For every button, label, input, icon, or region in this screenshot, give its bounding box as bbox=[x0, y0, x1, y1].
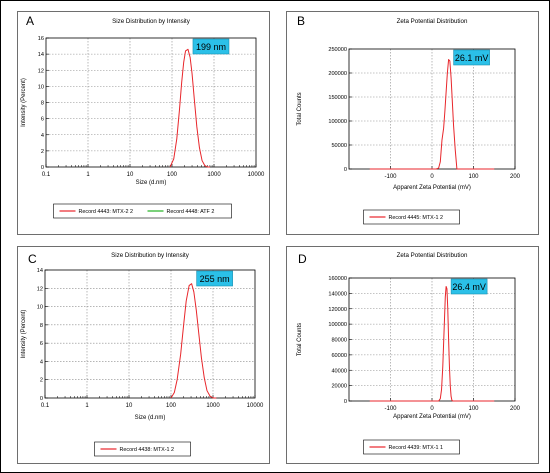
x-tick-label: 200 bbox=[510, 174, 521, 180]
y-tick-label: 120000 bbox=[328, 307, 347, 313]
legend-entry: Record 4443: MTX-2 2 bbox=[79, 209, 134, 215]
y-tick-label: 4 bbox=[41, 133, 44, 139]
y-tick-label: 6 bbox=[40, 341, 43, 347]
y-tick-label: 16 bbox=[38, 36, 44, 42]
panel-letter: D bbox=[298, 252, 307, 266]
peak-annotation-box bbox=[196, 270, 233, 287]
y-tick-label: 50000 bbox=[331, 143, 347, 149]
series-line bbox=[170, 283, 217, 399]
x-tick-label: 0.1 bbox=[41, 403, 50, 409]
y-tick-label: 40000 bbox=[331, 368, 347, 374]
y-axis-label: Total Counts bbox=[297, 323, 303, 356]
x-axis-label: Size (d.nm) bbox=[135, 415, 166, 421]
y-tick-label: 14 bbox=[37, 268, 43, 274]
chart-title: Size Distribution by Intensity bbox=[112, 18, 191, 25]
x-axis-label: Size (d.nm) bbox=[136, 180, 167, 186]
peak-annotation-box bbox=[453, 49, 490, 66]
y-tick-label: 100000 bbox=[328, 119, 347, 125]
chart-title: Zeta Potential Distribution bbox=[397, 18, 468, 25]
x-tick-label: -100 bbox=[384, 174, 397, 180]
legend-box bbox=[53, 203, 232, 219]
legend-entry: Record 4438: MTX-1 2 bbox=[120, 447, 175, 453]
y-tick-label: 14 bbox=[38, 52, 44, 58]
y-tick-label: 0 bbox=[344, 399, 347, 405]
series-line bbox=[169, 48, 210, 168]
x-tick-label: 10000 bbox=[248, 172, 265, 178]
legend-box bbox=[363, 439, 460, 455]
y-tick-label: 10 bbox=[37, 305, 43, 311]
y-axis-label: Intensity (Percent) bbox=[21, 310, 27, 359]
plot-frame bbox=[44, 269, 256, 399]
x-tick-label: 100 bbox=[468, 174, 479, 180]
legend-entry: Record 4448: ATF 2 bbox=[167, 209, 215, 215]
x-tick-label: 200 bbox=[510, 406, 521, 412]
x-tick-label: 0.1 bbox=[42, 172, 51, 178]
x-tick-label: 1000 bbox=[206, 403, 220, 409]
chart-title: Size Distribution by Intensity bbox=[111, 252, 190, 259]
y-tick-label: 0 bbox=[41, 165, 44, 171]
legend-entry: Record 4439: MTX-1 1 bbox=[389, 445, 444, 451]
legend-box bbox=[363, 209, 460, 225]
y-tick-label: 100000 bbox=[328, 322, 347, 328]
x-tick-label: 100 bbox=[468, 406, 479, 412]
y-tick-label: 200000 bbox=[328, 71, 347, 77]
x-tick-label: 10 bbox=[127, 172, 134, 178]
legend-box bbox=[94, 441, 191, 457]
x-tick-label: 1000 bbox=[207, 172, 221, 178]
x-axis-label: Apparent Zeta Potential (mV) bbox=[393, 414, 471, 420]
x-tick-label: 1 bbox=[85, 403, 89, 409]
x-tick-label: 0 bbox=[430, 174, 434, 180]
x-tick-label: 1 bbox=[86, 172, 90, 178]
chart-title: Zeta Potential Distribution bbox=[397, 252, 468, 259]
x-tick-label: -100 bbox=[384, 406, 397, 412]
y-axis-label: Total Counts bbox=[297, 92, 303, 125]
peak-annotation-label: 199 nm bbox=[196, 42, 226, 52]
y-tick-label: 140000 bbox=[328, 291, 347, 297]
panel-letter: C bbox=[28, 252, 37, 266]
peak-annotation-box bbox=[192, 38, 230, 55]
peak-annotation-label: 26.4 mV bbox=[452, 282, 486, 292]
series-line bbox=[369, 59, 495, 170]
y-tick-label: 0 bbox=[344, 167, 347, 173]
panel-letter: B bbox=[297, 14, 306, 28]
y-tick-label: 80000 bbox=[331, 338, 347, 344]
y-tick-label: 250000 bbox=[328, 47, 347, 53]
y-tick-label: 160000 bbox=[328, 276, 347, 282]
y-tick-label: 6 bbox=[41, 117, 44, 123]
y-tick-label: 4 bbox=[40, 359, 43, 365]
y-axis-label: Intensity (Percent) bbox=[21, 78, 27, 127]
panel-letter: A bbox=[26, 14, 35, 28]
x-tick-label: 10000 bbox=[247, 403, 264, 409]
x-axis-label: Apparent Zeta Potential (mV) bbox=[393, 185, 471, 191]
y-tick-label: 20000 bbox=[331, 384, 347, 390]
plot-area bbox=[45, 270, 255, 398]
peak-annotation-label: 255 nm bbox=[200, 274, 230, 284]
y-tick-label: 60000 bbox=[331, 353, 347, 359]
x-tick-label: 100 bbox=[166, 403, 177, 409]
x-tick-label: 0 bbox=[430, 406, 434, 412]
peak-annotation-label: 26.1 mV bbox=[455, 53, 489, 63]
y-tick-label: 8 bbox=[41, 101, 44, 107]
x-tick-label: 100 bbox=[167, 172, 178, 178]
y-tick-label: 8 bbox=[40, 323, 43, 329]
peak-annotation-box bbox=[450, 278, 488, 295]
y-tick-label: 150000 bbox=[328, 95, 347, 101]
legend-entry: Record 4445: MTX-1 2 bbox=[389, 215, 444, 221]
y-tick-label: 12 bbox=[38, 68, 44, 74]
y-tick-label: 2 bbox=[41, 149, 44, 155]
y-tick-label: 12 bbox=[37, 286, 43, 292]
chart-b: Zeta Potential Distribution -100 0 100 200 0 5… bbox=[297, 18, 521, 225]
y-tick-label: 10 bbox=[38, 84, 44, 90]
x-tick-label: 10 bbox=[126, 403, 133, 409]
y-tick-label: 0 bbox=[40, 396, 43, 402]
series-line bbox=[369, 285, 495, 402]
y-tick-label: 2 bbox=[40, 378, 43, 384]
chart-d: Zeta Potential Distribution -100 0 100 200 0 2… bbox=[297, 252, 521, 455]
